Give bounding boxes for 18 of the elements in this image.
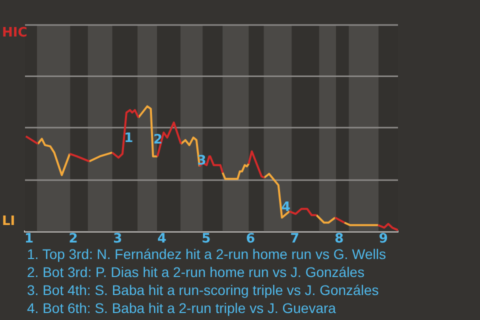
x-tick-label: 7 (290, 232, 300, 247)
text: LI (2, 214, 16, 229)
annotation: 2 (153, 132, 162, 148)
text: 1. Top 3rd: N. Fernández hit a 2-run home run vs G. Wells (27, 245, 386, 263)
x-tick-label: 9 (378, 232, 388, 247)
x-tick-label: 4 (157, 232, 166, 247)
text: 3. Bot 4th: S. Baba hit a run-scoring triple vs J. Gonzáles (27, 281, 380, 299)
x-tick-label: 8 (334, 232, 344, 247)
annotation: 1 (124, 131, 134, 146)
text: 2. Bot 3rd: P. Dias hit a 2-run home run vs J. Gonzáles (27, 263, 366, 281)
x-tick-label: 6 (246, 232, 256, 247)
text: HIC (2, 25, 28, 40)
text: 4. Bot 6th: S. Baba hit a 2-run triple vs J. Guevara (27, 299, 337, 317)
x-tick-label: 5 (202, 232, 211, 247)
x-tick-label: 1 (24, 232, 34, 247)
x-tick-label: 2 (68, 232, 78, 247)
annotation: 4 (281, 200, 290, 216)
x-tick-label: 3 (113, 232, 122, 247)
